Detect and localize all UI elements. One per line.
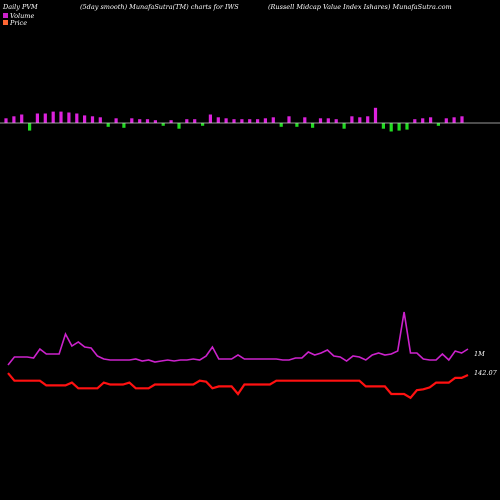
legend-volume-swatch bbox=[3, 13, 8, 18]
pvm-bar bbox=[366, 116, 370, 123]
price-line bbox=[7, 372, 469, 400]
pvm-bar bbox=[295, 123, 299, 127]
pvm-bar bbox=[208, 114, 212, 123]
pvm-bar bbox=[452, 117, 456, 123]
pvm-bar bbox=[28, 123, 32, 131]
pvm-bar bbox=[153, 120, 157, 123]
header-left-label: Daily PVM bbox=[2, 3, 38, 11]
volume-line-label: 1M bbox=[474, 350, 485, 358]
pvm-bar bbox=[161, 123, 165, 126]
pvm-bar bbox=[381, 123, 385, 129]
pvm-bar bbox=[138, 119, 142, 123]
pvm-bar bbox=[373, 107, 378, 123]
pvm-bar bbox=[334, 119, 338, 123]
pvm-bar bbox=[248, 119, 252, 123]
pvm-bar bbox=[311, 123, 315, 128]
pvm-bar bbox=[12, 116, 16, 123]
pvm-bar bbox=[59, 111, 63, 123]
pvm-bar bbox=[318, 118, 323, 124]
legend-price-swatch bbox=[3, 20, 8, 25]
pvm-bar bbox=[240, 119, 244, 123]
pvm-bar bbox=[405, 123, 409, 130]
legend-volume-label: Volume bbox=[10, 12, 34, 20]
pvm-bar bbox=[51, 111, 55, 123]
price-line-label: 142.07 bbox=[474, 369, 498, 377]
pvm-bar bbox=[389, 123, 393, 132]
pvm-bar bbox=[429, 117, 433, 123]
pvm-bar bbox=[279, 123, 283, 127]
pvm-bar bbox=[4, 118, 8, 124]
pvm-bar bbox=[303, 117, 307, 123]
pvm-bar bbox=[350, 116, 354, 123]
pvm-bar bbox=[106, 123, 110, 127]
pvm-bar bbox=[169, 120, 173, 123]
pvm-bar bbox=[114, 118, 118, 124]
pvm-bar bbox=[122, 123, 126, 128]
pvm-bars bbox=[4, 107, 464, 132]
pvm-bar bbox=[444, 118, 448, 124]
pvm-bar bbox=[193, 119, 197, 123]
pvm-bar bbox=[256, 119, 260, 123]
pvm-bar bbox=[130, 118, 134, 124]
pvm-bar bbox=[216, 117, 220, 123]
pvm-bar bbox=[90, 116, 95, 123]
pvm-bar bbox=[421, 118, 425, 124]
pvm-bar bbox=[67, 112, 71, 123]
pvm-bar bbox=[436, 123, 440, 126]
header-center-label: (5day smooth) MunafaSutra(TM) charts for… bbox=[80, 3, 239, 11]
pvm-bar bbox=[224, 118, 228, 124]
pvm-bar bbox=[145, 119, 150, 123]
pvm-bar bbox=[263, 118, 267, 124]
pvm-bar bbox=[413, 119, 417, 123]
pvm-bar bbox=[83, 115, 87, 123]
legend-price-label: Price bbox=[9, 19, 27, 27]
pvm-bar bbox=[35, 113, 39, 123]
pvm-bar bbox=[271, 117, 275, 123]
pvm-bar bbox=[20, 114, 24, 123]
pvm-bar bbox=[201, 123, 205, 126]
pvm-bar bbox=[75, 113, 79, 123]
pvm-bar bbox=[326, 118, 330, 124]
pvm-bar bbox=[43, 113, 47, 123]
pvm-bar bbox=[358, 117, 362, 123]
pvm-bar bbox=[232, 119, 236, 123]
pvm-bar bbox=[460, 116, 464, 123]
header-right-label: (Russell Midcap Value Index Ishares) Mun… bbox=[268, 3, 452, 11]
pvm-bar bbox=[177, 123, 181, 129]
pvm-bar bbox=[397, 123, 401, 131]
pvm-bar bbox=[287, 116, 291, 123]
pvm-bar bbox=[185, 119, 189, 123]
pvm-bar bbox=[98, 117, 102, 123]
volume-line bbox=[7, 311, 469, 366]
pvm-bar bbox=[342, 123, 346, 129]
